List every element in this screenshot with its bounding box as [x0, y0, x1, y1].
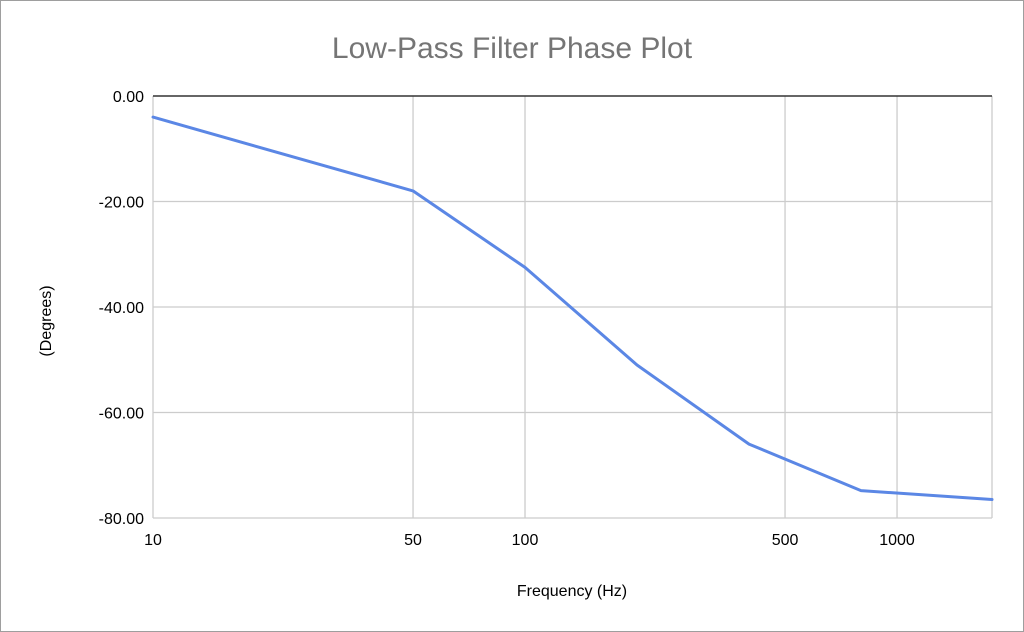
series-layer: [151, 115, 994, 501]
tick-labels: 10 50 100 500 1000 0.00 -20.00 -40.00 -60.00 -80.…: [99, 89, 915, 549]
x-tick-label: 10: [144, 532, 162, 549]
chart-title: Low-Pass Filter Phase Plot: [332, 32, 693, 65]
x-tick-label: 500: [772, 532, 799, 549]
y-axis-title: (Degrees): [38, 285, 55, 356]
x-tick-label: 1000: [879, 532, 915, 549]
y-tick-label: 0.00: [113, 89, 144, 106]
x-tick-label: 50: [404, 532, 422, 549]
x-axis-title: Frequency (Hz): [517, 583, 627, 600]
y-tick-label: -20.00: [99, 195, 144, 212]
y-tick-label: -60.00: [99, 406, 144, 423]
y-tick-label: -40.00: [99, 300, 144, 317]
y-tick-label: -80.00: [99, 511, 144, 528]
x-tick-label: 100: [512, 532, 539, 549]
series-line: [151, 115, 994, 501]
